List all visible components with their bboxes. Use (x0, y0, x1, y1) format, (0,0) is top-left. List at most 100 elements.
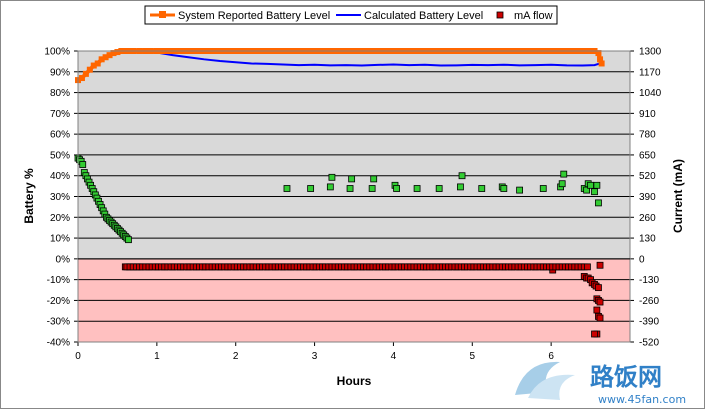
mA-point (368, 185, 376, 192)
series-mA-markers (74, 154, 604, 338)
watermark-brand: 路饭网 (590, 363, 662, 391)
mA-point (413, 185, 421, 192)
x-tick-label: 0 (75, 351, 81, 362)
mA-point (79, 161, 87, 168)
y2-tick-label: 1300 (639, 47, 662, 58)
mA-point (500, 185, 508, 192)
legend-label-calculated: Calculated Battery Level (364, 10, 483, 22)
mA-point (348, 175, 356, 183)
y-tick-label: -20% (47, 296, 70, 307)
x-tick-label: 6 (548, 351, 554, 362)
system-point (82, 70, 89, 77)
y-tick-label: 90% (50, 67, 70, 78)
system-point (102, 54, 109, 61)
system-point (94, 60, 101, 67)
system-point (86, 66, 93, 73)
system-point (106, 52, 113, 59)
x-tick-label: 4 (391, 351, 397, 362)
plot-border (77, 50, 631, 343)
mA-point (593, 306, 601, 314)
mA-point (326, 183, 334, 191)
system-point (597, 56, 604, 63)
x-tick-label: 3 (312, 351, 318, 362)
y2-tick-label: 650 (639, 150, 656, 161)
y2-tick-label: 910 (639, 109, 656, 120)
mA-point (125, 236, 132, 244)
watermark-wing-logo-2 (528, 374, 575, 400)
y-axis-title: Battery % (22, 168, 36, 224)
y-tick-label: 0% (56, 254, 71, 265)
mA-point (370, 175, 378, 183)
legend: System Reported Battery Level Calculated… (144, 5, 558, 25)
y2-tick-label: 1170 (639, 67, 661, 78)
legend-marker-system (159, 11, 166, 18)
y-tick-label: -10% (47, 275, 70, 286)
system-point (598, 60, 605, 67)
system-point (110, 50, 117, 57)
y-tick-label: -40% (47, 338, 70, 349)
x-tick-label: 1 (154, 351, 160, 362)
mA-point (593, 181, 601, 189)
y-tick-label: 30% (50, 192, 70, 203)
system-point (90, 62, 97, 69)
watermark-url: www.45fan.com (598, 393, 686, 406)
y2-tick-label: -260 (639, 296, 659, 307)
y2-tick-label: 0 (639, 254, 645, 265)
series-calculated-line (144, 50, 601, 67)
watermark: 路饭网 www.45fan.com (515, 361, 686, 406)
x-axis-title: Hours (337, 374, 372, 388)
mA-point (457, 183, 464, 191)
y-tick-label: 10% (50, 234, 70, 245)
mA-point (307, 185, 315, 192)
y-tick-label: 20% (50, 213, 70, 224)
y-tick-label: -30% (47, 317, 70, 328)
y2-tick-label: -130 (639, 275, 659, 286)
mA-point (346, 185, 354, 192)
mA-point (435, 185, 443, 192)
mA-point (516, 186, 523, 194)
mA-point (558, 180, 566, 188)
system-point (98, 56, 105, 63)
mA-point (591, 188, 598, 196)
legend-label-mA: mA flow (514, 10, 553, 22)
mA-point (539, 185, 547, 192)
mA-point (584, 263, 591, 271)
mA-point (478, 185, 486, 192)
y-tick-label: 50% (50, 150, 70, 161)
system-point (78, 75, 85, 82)
legend-marker-mA (496, 11, 504, 19)
mA-point (596, 314, 604, 322)
mA-point (328, 173, 336, 181)
y2-tick-label: 390 (639, 192, 656, 203)
watermark-wing-logo (515, 361, 560, 395)
y2-tick-label: 520 (639, 171, 656, 182)
y2-axis-title: Current (mA) (671, 159, 685, 233)
y2-tick-label: 780 (639, 130, 656, 141)
series-layer (74, 48, 605, 338)
y-tick-label: 80% (50, 88, 70, 99)
y2-tick-label: -390 (639, 317, 659, 328)
mA-point (595, 284, 602, 292)
y2-tick-label: 130 (639, 234, 656, 245)
x-tick-label: 2 (233, 351, 239, 362)
legend-label-system: System Reported Battery Level (178, 10, 330, 22)
y2-tick-label: -520 (639, 338, 659, 349)
y2-tick-label: 260 (639, 213, 656, 224)
mA-point (560, 170, 568, 178)
mA-point (591, 330, 598, 338)
y-tick-label: 40% (50, 171, 70, 182)
system-point (114, 49, 121, 56)
y-tick-label: 100% (44, 47, 70, 58)
mA-point (393, 185, 400, 192)
mA-point (283, 185, 291, 192)
x-tick-label: 5 (470, 351, 476, 362)
y-tick-label: 60% (50, 130, 70, 141)
y-tick-label: 70% (50, 109, 70, 120)
y2-tick-label: 1040 (639, 88, 662, 99)
mA-point (596, 298, 604, 306)
mA-point (458, 172, 466, 180)
mA-point (596, 261, 604, 269)
axes: -40% -30% -20% -10% 0% 10% 20% 30% 40% 50% 60% 70% 8… (44, 47, 661, 363)
